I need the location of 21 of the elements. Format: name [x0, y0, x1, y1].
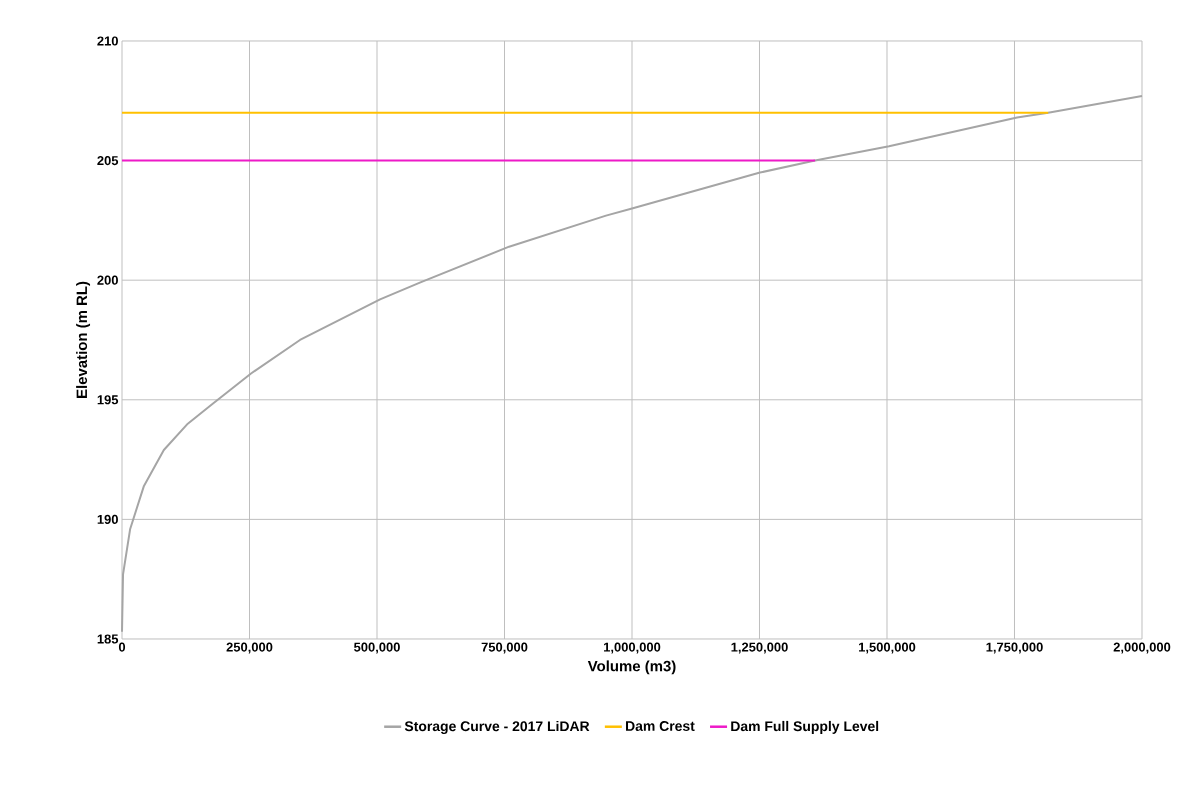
- y-axis-title: Elevation (m RL): [76, 281, 91, 398]
- y-tick-label: 195: [97, 395, 119, 405]
- line-series: [121, 95, 1143, 633]
- x-tick-label: 1,500,000: [859, 642, 916, 654]
- x-tick-label: 0: [118, 642, 126, 652]
- x-tick-label: 1,250,000: [731, 642, 788, 654]
- y-tick-label: 185: [97, 634, 119, 644]
- x-axis-title: Volume (m3): [587, 660, 676, 675]
- legend-label: Dam Crest: [626, 721, 695, 731]
- legend-label: Dam Full Supply Level: [731, 720, 879, 734]
- x-tick-label: 2,000,000: [1113, 642, 1171, 654]
- y-tick-label: 210: [97, 36, 118, 46]
- y-tick-label: 190: [97, 514, 118, 524]
- legend-label: Storage Curve - 2017 LiDAR: [404, 720, 590, 734]
- x-tick-label: 1,750,000: [986, 642, 1043, 654]
- x-tick-label: 500,000: [354, 642, 400, 654]
- x-tick-label: 250,000: [226, 642, 273, 654]
- x-tick-label: 1,000,000: [604, 642, 661, 654]
- x-tick-label: 750,000: [481, 642, 528, 654]
- y-tick-label: 205: [97, 156, 119, 166]
- y-tick-label: 200: [97, 275, 118, 285]
